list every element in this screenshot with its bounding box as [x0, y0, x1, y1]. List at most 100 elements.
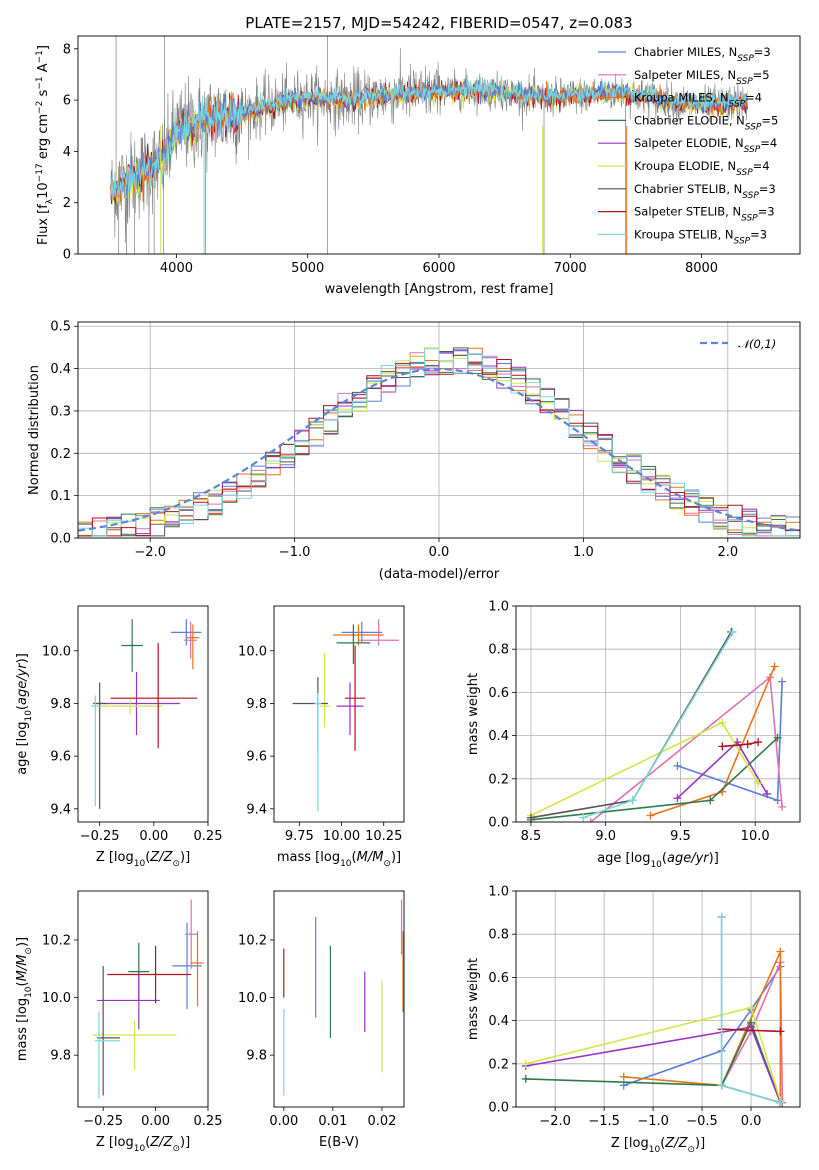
histogram-step	[78, 351, 800, 537]
plus-marker	[754, 779, 763, 788]
weight-series	[526, 733, 782, 822]
y-axis-label: age [log10(age/yr)]	[15, 653, 34, 775]
x-tick-label: 1.0	[573, 545, 594, 560]
x-tick-label: −1.0	[637, 1114, 669, 1129]
y-tick-label: 0.5	[50, 320, 71, 335]
x-tick-label: 0.25	[194, 829, 223, 844]
plus-marker	[773, 733, 782, 742]
plot-area	[78, 347, 800, 537]
errorbar-point	[191, 931, 204, 1007]
errorbar-point	[336, 682, 364, 736]
errorbar-point	[186, 624, 200, 670]
legend-entry: Salpeter STELIB, NSSP=3	[634, 205, 775, 224]
panel-mass-vs-Z: −0.25 0.00 0.25 9.8 10.0 10.2 Z [log10(Z/Z⊙)] m…	[15, 890, 223, 1154]
x-tick-label: 9.5	[670, 829, 691, 844]
plus-marker	[718, 718, 727, 727]
legend-entry: Chabrier ELODIE, NSSP=5	[634, 113, 778, 132]
y-tick-label: 0.2	[488, 772, 509, 787]
series-line	[721, 1028, 781, 1033]
figure-title: PLATE=2157, MJD=54242, FIBERID=0547, z=0…	[245, 14, 632, 32]
x-tick-label: 9.75	[285, 829, 314, 844]
y-tick-label: 9.6	[50, 750, 71, 765]
axes-frame	[515, 605, 801, 823]
errorbar-point	[184, 899, 198, 969]
y-tick-label: 9.6	[246, 750, 267, 765]
errorbar-point	[94, 1011, 120, 1099]
x-tick-label: 10.25	[365, 829, 402, 844]
y-tick-label: 9.8	[50, 697, 71, 712]
x-tick-label: 0.00	[269, 1114, 298, 1129]
x-tick-label: 8000	[685, 261, 718, 276]
x-axis-label: (data-model)/error	[379, 567, 500, 582]
panel-age-vs-mass: 9.75 10.00 10.25 9.4 9.6 9.8 10.0 mass [log10(M…	[238, 605, 405, 869]
y-tick-label: 0.8	[488, 928, 509, 943]
x-tick-label: −0.25	[80, 829, 120, 844]
errorbar-point	[96, 965, 120, 1096]
series-line	[720, 961, 784, 1103]
plus-marker	[579, 813, 588, 822]
plus-marker	[776, 1098, 785, 1107]
errorbar-point	[319, 653, 330, 728]
errorbar-point	[121, 619, 143, 672]
plot-area	[526, 627, 787, 822]
plus-marker	[773, 796, 782, 805]
plus-marker	[776, 947, 785, 956]
axes-frame	[515, 890, 801, 1108]
legend-entry: Salpeter MILES, NSSP=5	[634, 68, 770, 87]
plus-marker	[778, 677, 787, 686]
x-tick-label: 0.01	[318, 1114, 347, 1129]
weight-series	[673, 738, 772, 803]
errorbar-point	[97, 698, 163, 714]
errorbar-point	[171, 619, 202, 646]
plus-marker	[717, 912, 726, 921]
plot-area	[92, 899, 204, 1099]
x-tick-label: 7000	[554, 261, 587, 276]
y-tick-label: 8	[63, 42, 71, 57]
plus-marker	[776, 1027, 785, 1036]
errorbar-point	[107, 945, 192, 1004]
plus-marker	[728, 627, 737, 636]
plus-marker	[521, 1059, 530, 1068]
plus-marker	[717, 1081, 726, 1090]
y-tick-label: 9.4	[246, 802, 267, 817]
axes-frame	[77, 605, 209, 823]
y-axis-label: mass [log10(M/M⊙)]	[15, 937, 34, 1061]
x-tick-label: 0.25	[194, 1114, 223, 1129]
y-tick-label: 0.6	[488, 971, 509, 986]
spectrum-legend: Chabrier MILES, NSSP=3 Salpeter MILES, NS…	[598, 45, 778, 246]
x-tick-label: 2.0	[717, 545, 738, 560]
y-tick-label: 9.8	[246, 697, 267, 712]
axes-frame	[77, 890, 209, 1108]
y-tick-label: 9.8	[246, 1049, 267, 1064]
plus-marker	[743, 740, 752, 749]
x-tick-label: 6000	[422, 261, 455, 276]
x-axis-label: Z [log10(Z/Z⊙)]	[96, 850, 190, 869]
x-tick-label: 0.02	[367, 1114, 396, 1129]
legend-entry: Chabrier MILES, NSSP=3	[634, 45, 771, 64]
panel-weight-vs-Z: −2.0 −1.5 −1.0 −0.5 0.0 0.0 0.2 0.4 0.6 0.8 1.0 Z […	[466, 885, 801, 1155]
x-tick-label: 10.0	[741, 829, 770, 844]
errorbar-point	[93, 671, 180, 736]
y-tick-label: 10.0	[42, 644, 71, 659]
y-tick-label: 0.0	[488, 1101, 509, 1116]
weight-series	[526, 627, 736, 822]
y-tick-label: 6	[63, 94, 71, 109]
legend-entry: Kroupa STELIB, NSSP=3	[634, 227, 767, 246]
plus-marker	[586, 818, 595, 822]
y-tick-label: 0.1	[50, 489, 71, 504]
weight-series	[579, 627, 737, 822]
plot-area	[521, 912, 787, 1107]
model-spectrum	[110, 74, 748, 201]
axes-frame	[273, 605, 405, 823]
errorbar-point	[344, 645, 366, 751]
panel-mass-vs-EBV: 0.00 0.01 0.02 9.8 10.0 10.2 E(B-V)	[238, 890, 405, 1150]
y-tick-label: 9.4	[50, 802, 71, 817]
x-tick-label: −0.5	[686, 1114, 718, 1129]
legend-entry: Salpeter ELODIE, NSSP=4	[634, 136, 777, 155]
x-tick-label: 5000	[291, 261, 324, 276]
panel-age-vs-Z: −0.25 0.00 0.25 9.4 9.6 9.8 10.0 Z [log10(Z/Z⊙)…	[15, 605, 223, 869]
y-tick-label: 0.4	[50, 362, 71, 377]
errorbar-point	[292, 677, 329, 751]
axes-frame	[77, 35, 801, 255]
